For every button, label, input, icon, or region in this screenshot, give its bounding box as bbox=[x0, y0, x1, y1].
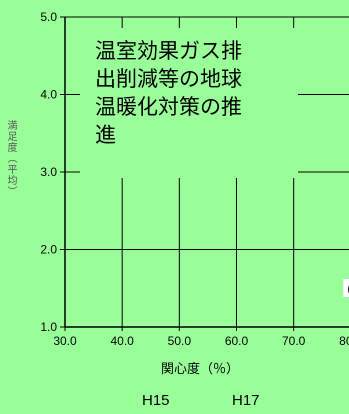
y-axis-label: 満足度（平均） bbox=[5, 120, 16, 197]
y-tick-label: 1.0 bbox=[40, 320, 57, 334]
legend-h17: H17 bbox=[232, 392, 260, 409]
x-tick-label: 40.0 bbox=[110, 334, 134, 348]
x-tick-label: 80.0 bbox=[339, 334, 349, 348]
x-tick-label: 70.0 bbox=[282, 334, 306, 348]
x-axis-label: 関心度（％） bbox=[161, 361, 239, 377]
y-tick-labels: 1.0 2.0 3.0 4.0 5.0 bbox=[40, 10, 57, 334]
y-tick-label: 2.0 bbox=[40, 243, 57, 257]
x-tick-labels: 30.040.050.060.070.080.090.0 bbox=[53, 334, 349, 348]
data-labels: (82;1.8)(86;1.8 bbox=[343, 279, 349, 297]
x-tick-label: 60.0 bbox=[225, 334, 249, 348]
x-tick-label: 50.0 bbox=[168, 334, 192, 348]
chart-title-line: 出削減等の地球 bbox=[95, 67, 242, 91]
title-box-bg bbox=[80, 28, 298, 178]
legend-h15: H15 bbox=[142, 392, 170, 409]
chart-title-line: 温暖化対策の推 bbox=[95, 95, 242, 119]
data-label-h15: (82;1.8) bbox=[347, 280, 349, 296]
x-tick-label: 30.0 bbox=[53, 334, 77, 348]
y-tick-label: 4.0 bbox=[40, 88, 57, 102]
data-label-bg bbox=[343, 279, 349, 297]
chart-title-line: 温室効果ガス排 bbox=[95, 39, 242, 63]
y-tick-label: 3.0 bbox=[40, 165, 57, 179]
y-tick-label: 5.0 bbox=[40, 10, 57, 24]
axes bbox=[60, 16, 349, 331]
chart-title-line: 進 bbox=[95, 123, 116, 147]
